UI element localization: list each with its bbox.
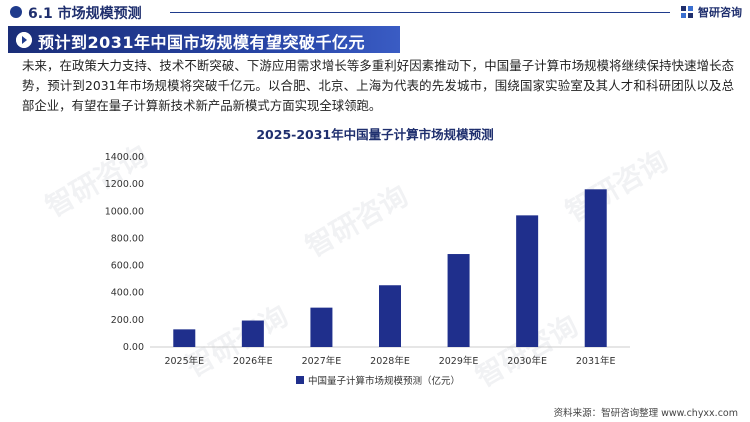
- top-bar: 6.1 市场规模预测 智研咨询: [0, 0, 750, 24]
- x-tick-label: 2025年E: [164, 355, 204, 367]
- bar: [379, 285, 401, 347]
- arrow-right-icon: [16, 32, 32, 48]
- y-tick-label: 1200.00: [105, 179, 144, 190]
- x-tick-label: 2026年E: [233, 355, 273, 367]
- brand-logo-icon: [681, 6, 693, 18]
- y-tick-label: 200.00: [111, 315, 144, 326]
- bar: [516, 215, 539, 347]
- y-tick-label: 1000.00: [105, 206, 144, 217]
- headline-banner: 预计到2031年中国市场规模有望突破千亿元: [8, 26, 400, 53]
- bar: [584, 189, 607, 347]
- brand-name: 智研咨询: [698, 6, 742, 19]
- chart-title: 2025-2031年中国量子计算市场规模预测: [256, 127, 493, 142]
- x-tick-label: 2028年E: [370, 355, 410, 367]
- legend-swatch: [296, 376, 304, 384]
- x-tick-label: 2030年E: [507, 355, 547, 367]
- bar: [241, 320, 264, 347]
- y-tick-label: 800.00: [111, 233, 144, 244]
- x-tick-label: 2027年E: [302, 355, 342, 367]
- source-note: 资料来源：智研咨询整理 www.chyxx.com: [553, 408, 738, 419]
- y-axis: 0.00 200.00 400.00 600.00 800.00 1000.00 1200.…: [105, 152, 630, 353]
- legend-label: 中国量子计算市场规模预测（亿元）: [308, 375, 460, 387]
- y-tick-label: 600.00: [111, 261, 144, 272]
- bars: [173, 189, 607, 347]
- brand: 智研咨询: [680, 4, 742, 20]
- x-axis: 2025年E 2026年E 2027年E 2028年E 2029年E 2030年E 2031…: [164, 355, 615, 367]
- section-title: 6.1 市场规模预测: [28, 6, 142, 22]
- section-bullet-icon: [10, 6, 22, 18]
- y-tick-label: 0.00: [123, 342, 144, 353]
- y-tick-label: 1400.00: [105, 152, 144, 163]
- bar: [173, 329, 196, 347]
- legend: 中国量子计算市场规模预测（亿元）: [296, 375, 460, 387]
- x-tick-label: 2029年E: [439, 355, 479, 367]
- header-divider: [170, 12, 670, 13]
- x-tick-label: 2031年E: [576, 355, 616, 367]
- y-tick-label: 400.00: [111, 288, 144, 299]
- bar: [310, 307, 333, 347]
- headline-text: 预计到2031年中国市场规模有望突破千亿元: [38, 33, 366, 52]
- bar: [447, 254, 470, 347]
- body-paragraph: 未来，在政策大力支持、技术不断突破、下游应用需求增长等多重利好因素推动下，中国量…: [22, 58, 734, 113]
- bar-chart: 2025-2031年中国量子计算市场规模预测 0.00 200.00 400.00 6…: [105, 127, 630, 387]
